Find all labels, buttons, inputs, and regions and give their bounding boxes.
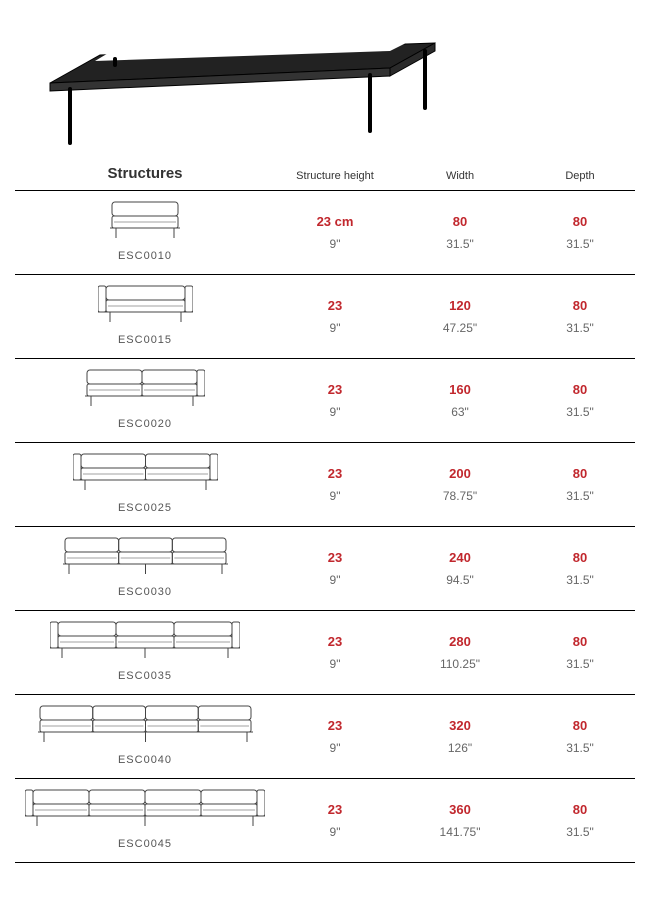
depth-cm: 80 [525,550,635,565]
table-row: ESC0010 23 cm 9" 80 31.5" 80 31.5" [15,191,635,275]
width-cm: 80 [395,214,525,229]
sofa-icon [38,704,253,752]
width-in: 78.75" [395,489,525,503]
width-in: 31.5" [395,237,525,251]
depth-cm: 80 [525,466,635,481]
sofa-icon [98,284,193,332]
height-in: 9" [275,237,395,251]
sofa-icon [25,788,265,836]
height-cm: 23 [275,634,395,649]
sofa-icon [110,200,180,248]
width-cm: 120 [395,298,525,313]
height-cm: 23 [275,550,395,565]
sku-label: ESC0035 [118,670,172,682]
depth-in: 31.5" [525,405,635,419]
depth-cm: 80 [525,634,635,649]
header-depth: Depth [525,170,635,184]
height-in: 9" [275,405,395,419]
height-in: 9" [275,825,395,839]
table-row: ESC0025 23 9" 200 78.75" 80 31.5" [15,443,635,527]
depth-in: 31.5" [525,237,635,251]
width-cm: 160 [395,382,525,397]
depth-in: 31.5" [525,573,635,587]
hero-frame-image [0,0,650,165]
header-height: Structure height [275,170,395,184]
depth-in: 31.5" [525,489,635,503]
height-cm: 23 [275,382,395,397]
sku-label: ESC0015 [118,334,172,346]
height-cm: 23 [275,718,395,733]
table-row: ESC0035 23 9" 280 110.25" 80 31.5" [15,611,635,695]
table-row: ESC0030 23 9" 240 94.5" 80 31.5" [15,527,635,611]
height-in: 9" [275,489,395,503]
sku-label: ESC0030 [118,586,172,598]
header-width: Width [395,170,525,184]
width-cm: 360 [395,802,525,817]
height-in: 9" [275,741,395,755]
height-in: 9" [275,657,395,671]
sofa-icon [63,536,228,584]
sku-label: ESC0045 [118,838,172,850]
header-structures: Structures [15,165,275,184]
depth-cm: 80 [525,718,635,733]
height-in: 9" [275,321,395,335]
width-in: 141.75" [395,825,525,839]
depth-cm: 80 [525,382,635,397]
sofa-icon [73,452,218,500]
depth-in: 31.5" [525,321,635,335]
height-cm: 23 [275,298,395,313]
height-cm: 23 [275,466,395,481]
height-cm: 23 cm [275,214,395,229]
height-cm: 23 [275,802,395,817]
sku-label: ESC0025 [118,502,172,514]
table-row: ESC0045 23 9" 360 141.75" 80 31.5" [15,779,635,863]
table-row: ESC0015 23 9" 120 47.25" 80 31.5" [15,275,635,359]
sku-label: ESC0040 [118,754,172,766]
depth-cm: 80 [525,802,635,817]
spec-table: Structures Structure height Width Depth … [15,165,635,863]
depth-in: 31.5" [525,657,635,671]
depth-in: 31.5" [525,741,635,755]
width-cm: 320 [395,718,525,733]
sku-label: ESC0010 [118,250,172,262]
depth-in: 31.5" [525,825,635,839]
width-in: 47.25" [395,321,525,335]
height-in: 9" [275,573,395,587]
sku-label: ESC0020 [118,418,172,430]
sofa-icon [50,620,240,668]
depth-cm: 80 [525,214,635,229]
width-in: 94.5" [395,573,525,587]
sofa-icon [85,368,205,416]
width-in: 126" [395,741,525,755]
table-header-row: Structures Structure height Width Depth [15,165,635,191]
width-in: 63" [395,405,525,419]
width-in: 110.25" [395,657,525,671]
table-row: ESC0020 23 9" 160 63" 80 31.5" [15,359,635,443]
width-cm: 280 [395,634,525,649]
width-cm: 240 [395,550,525,565]
width-cm: 200 [395,466,525,481]
table-row: ESC0040 23 9" 320 126" 80 31.5" [15,695,635,779]
depth-cm: 80 [525,298,635,313]
